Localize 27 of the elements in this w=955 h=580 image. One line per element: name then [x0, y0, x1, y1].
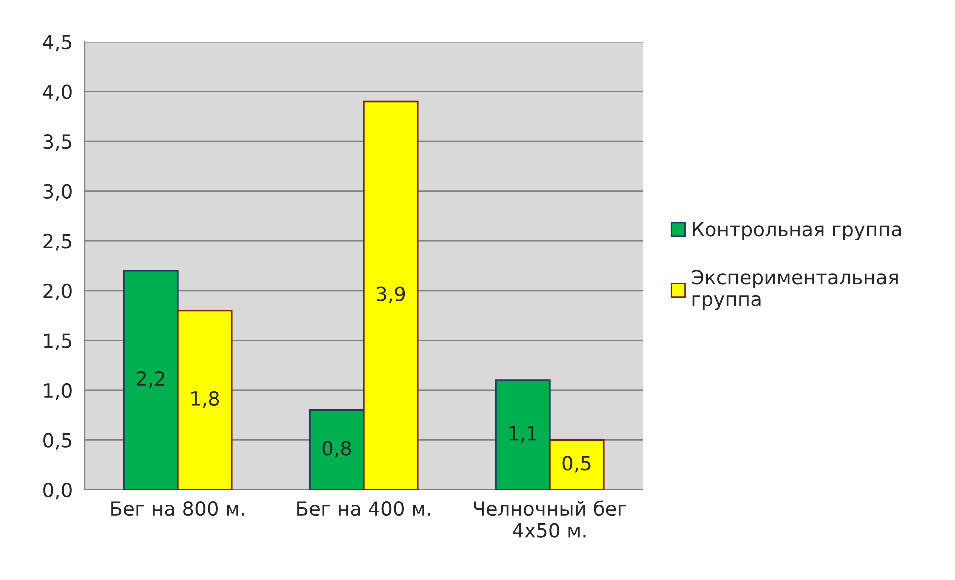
y-tick-label: 1,5 — [44, 334, 72, 350]
y-tick-label: 3,0 — [44, 184, 72, 201]
y-tick-label: 3,5 — [44, 134, 72, 152]
data-label: 0,8 — [322, 441, 352, 458]
bar — [549, 439, 605, 490]
data-label: 1,1 — [510, 426, 537, 443]
x-tick-label: Бег на 800 м. — [112, 501, 244, 516]
bar — [495, 380, 551, 490]
bar — [309, 410, 365, 490]
data-label: 0,5 — [562, 456, 591, 473]
y-tick-label: 2,5 — [44, 234, 72, 251]
legend-label: Экспериментальная группа — [692, 270, 898, 310]
y-tick-label: 4,0 — [43, 84, 72, 102]
y-tick-label: 2,0 — [44, 284, 72, 301]
y-tick-label: 0,5 — [44, 433, 72, 450]
y-tick-label: 0,0 — [44, 482, 72, 500]
bar — [123, 270, 179, 490]
bar — [363, 100, 419, 490]
y-tick-label: 4,5 — [43, 35, 72, 52]
x-tick-label: Челночный бег 4x50 м. — [474, 500, 626, 538]
x-tick-label: Бег на 400 м. — [298, 501, 430, 516]
bar — [177, 310, 233, 490]
data-label: 3,9 — [376, 286, 406, 304]
data-label: 1,8 — [192, 391, 220, 408]
legend-label: Контрольная группа — [693, 222, 902, 241]
data-label: 2,2 — [136, 371, 165, 388]
y-tick-label: 1,0 — [44, 383, 72, 400]
